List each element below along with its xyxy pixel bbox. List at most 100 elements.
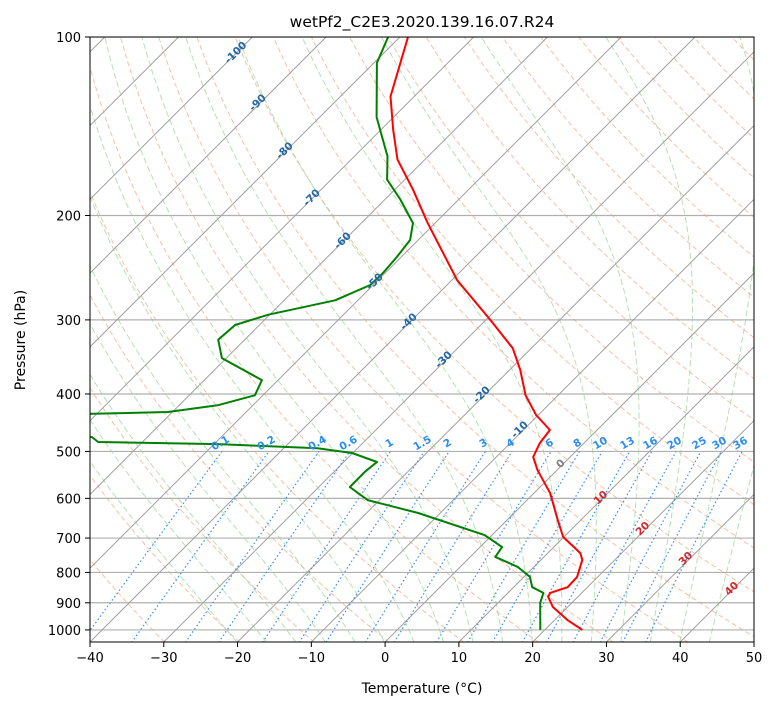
- isotherm: [236, 124, 754, 642]
- mixing-ratio-line: [218, 451, 351, 642]
- isotherm-label: -10: [509, 419, 531, 441]
- mixing-ratio-line: [572, 451, 677, 642]
- moist-adiabat: [90, 373, 297, 642]
- axis-ticks: −40 −30 −20 −10 0 10 20 30 40 5010020030040050060…: [48, 31, 762, 666]
- isotherm-label: -80: [274, 140, 296, 162]
- isotherm: [163, 51, 754, 642]
- mixing-ratio-label: 2: [441, 436, 453, 450]
- mixing-ratio-label: 16: [641, 435, 660, 453]
- x-axis-label: Temperature (°C): [361, 681, 483, 697]
- dry-adiabat: [90, 65, 540, 642]
- dry-adiabat: [387, 37, 754, 421]
- mixing-ratio-label: 36: [731, 435, 750, 453]
- line-labels: -100-90-80-70-60-50-40-30-20-10010203040…: [209, 39, 749, 598]
- y-axis-label: Pressure (hPa): [13, 290, 29, 390]
- isotherm: [384, 272, 754, 642]
- mixing-ratio-line: [185, 451, 320, 642]
- dry-adiabat: [770, 37, 775, 643]
- mixing-ratio-line: [436, 451, 552, 642]
- dry-adiabat: [90, 386, 315, 642]
- moist-adiabat: [605, 37, 693, 642]
- mixing-ratio-label: 30: [710, 435, 729, 453]
- mixing-ratio-line: [364, 451, 486, 642]
- mixing-ratio-label: 25: [690, 435, 709, 453]
- dry-adiabat: [578, 37, 754, 218]
- isotherm-label: -20: [471, 384, 493, 406]
- plot-frame: [89, 36, 755, 643]
- x-tick-label: −20: [224, 651, 251, 666]
- mixing-ratio-label: 1.5: [411, 434, 433, 454]
- mixing-ratio-label: 0.1: [209, 434, 231, 454]
- x-tick-label: 10: [451, 651, 468, 666]
- dewpoint-line: [90, 37, 545, 630]
- dry-adiabat: [120, 37, 614, 642]
- isotherm-label: -40: [398, 311, 420, 333]
- mixing-ratio-label: 20: [665, 435, 684, 453]
- y-tick-label: 800: [56, 566, 81, 581]
- dry-adiabat: [90, 474, 240, 642]
- isotherm: [90, 37, 475, 422]
- chart-title: wetPf2_C2E3.2020.139.16.07.R24: [290, 13, 555, 32]
- mixing-ratio-label: 8: [571, 436, 583, 450]
- isotherm-label: -70: [301, 187, 323, 209]
- mixing-ratio-label: 10: [591, 435, 610, 453]
- y-tick-label: 900: [56, 597, 81, 612]
- y-tick-label: 700: [56, 532, 81, 547]
- series-layer: [90, 37, 584, 631]
- isotherm: [90, 37, 622, 569]
- dry-adiabat: [90, 190, 465, 642]
- mixing-ratio-line: [467, 451, 581, 642]
- temperature-line: [389, 37, 584, 631]
- mixing-ratio-label: 0.6: [337, 434, 359, 454]
- y-tick-label: 1000: [48, 624, 81, 639]
- dry-adiabat: [731, 37, 754, 61]
- isotherm: [679, 567, 754, 642]
- moist-adiabat: [301, 37, 563, 642]
- x-tick-label: 30: [598, 651, 615, 666]
- moist-adiabat: [380, 37, 597, 642]
- isotherm: [753, 641, 754, 642]
- mixing-ratio-label: 13: [618, 435, 637, 453]
- moist-adiabat: [90, 195, 385, 642]
- y-tick-label: 300: [56, 314, 81, 329]
- mixing-ratio-line: [325, 451, 450, 642]
- moist-adiabat: [104, 37, 445, 642]
- isotherm-label: -90: [247, 92, 269, 114]
- dry-adiabat: [234, 37, 754, 593]
- x-tick-label: 40: [672, 651, 689, 666]
- x-tick-label: −30: [150, 651, 177, 666]
- isotherm: [310, 198, 754, 642]
- mixing-ratio-line: [393, 451, 513, 642]
- dry-adiabat: [90, 293, 390, 642]
- moist-adiabat: [90, 104, 415, 642]
- mixing-ratio-line: [90, 451, 223, 632]
- isotherm: [90, 37, 253, 201]
- moist-adiabat: [90, 264, 356, 642]
- mixing-ratio-line: [262, 451, 391, 642]
- y-tick-label: 200: [56, 209, 81, 224]
- isotherm: [605, 493, 754, 642]
- isotherm: [90, 37, 548, 496]
- isotherm: [531, 419, 754, 642]
- dry-adiabat: [349, 37, 754, 463]
- isotherm: [90, 37, 327, 274]
- y-tick-label: 500: [56, 445, 81, 460]
- moist-adiabat: [237, 37, 533, 642]
- y-tick-label: 100: [56, 31, 81, 46]
- x-tick-label: 20: [524, 651, 541, 666]
- dry-adiabat: [425, 37, 754, 380]
- isotherm-label: 20: [633, 519, 652, 538]
- mixing-ratio-line: [546, 451, 653, 642]
- background-lines: [90, 37, 775, 643]
- x-tick-label: −40: [76, 651, 103, 666]
- x-tick-label: 50: [746, 651, 763, 666]
- dry-adiabat: [692, 37, 754, 100]
- y-tick-label: 600: [56, 492, 81, 507]
- moist-adiabat: [90, 460, 238, 642]
- dry-adiabat: [463, 37, 754, 339]
- isotherm-label: -30: [433, 349, 455, 371]
- isotherm: [458, 346, 754, 642]
- dry-adiabat: [158, 37, 689, 642]
- moist-adiabat: [90, 418, 267, 642]
